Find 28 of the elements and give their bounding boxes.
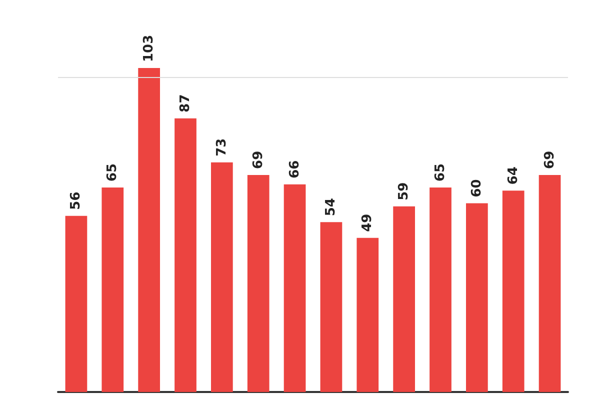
bar	[393, 206, 415, 392]
data-label: 54	[324, 198, 339, 216]
bar	[320, 222, 342, 392]
data-label: 56	[68, 192, 84, 210]
data-label: 49	[360, 214, 376, 232]
data-label: 69	[542, 150, 558, 169]
data-label: 65	[105, 163, 120, 182]
data-label: 64	[506, 166, 521, 185]
bar	[247, 174, 270, 392]
data-label: 66	[287, 160, 302, 178]
data-label: 73	[214, 138, 230, 156]
data-label: 103	[142, 34, 157, 62]
bar	[430, 188, 452, 392]
bar	[284, 184, 306, 392]
data-label: 65	[433, 163, 448, 182]
bar	[65, 216, 88, 392]
bar	[174, 118, 196, 392]
data-label: 60	[469, 179, 484, 198]
bar	[356, 238, 379, 392]
bar	[211, 162, 233, 392]
bar	[138, 68, 160, 392]
data-label: 69	[250, 150, 266, 169]
bar	[538, 174, 561, 392]
bar	[502, 190, 524, 392]
data-label: 87	[178, 94, 193, 112]
data-label: 59	[396, 182, 412, 200]
bar	[466, 203, 488, 392]
bar	[102, 188, 124, 392]
